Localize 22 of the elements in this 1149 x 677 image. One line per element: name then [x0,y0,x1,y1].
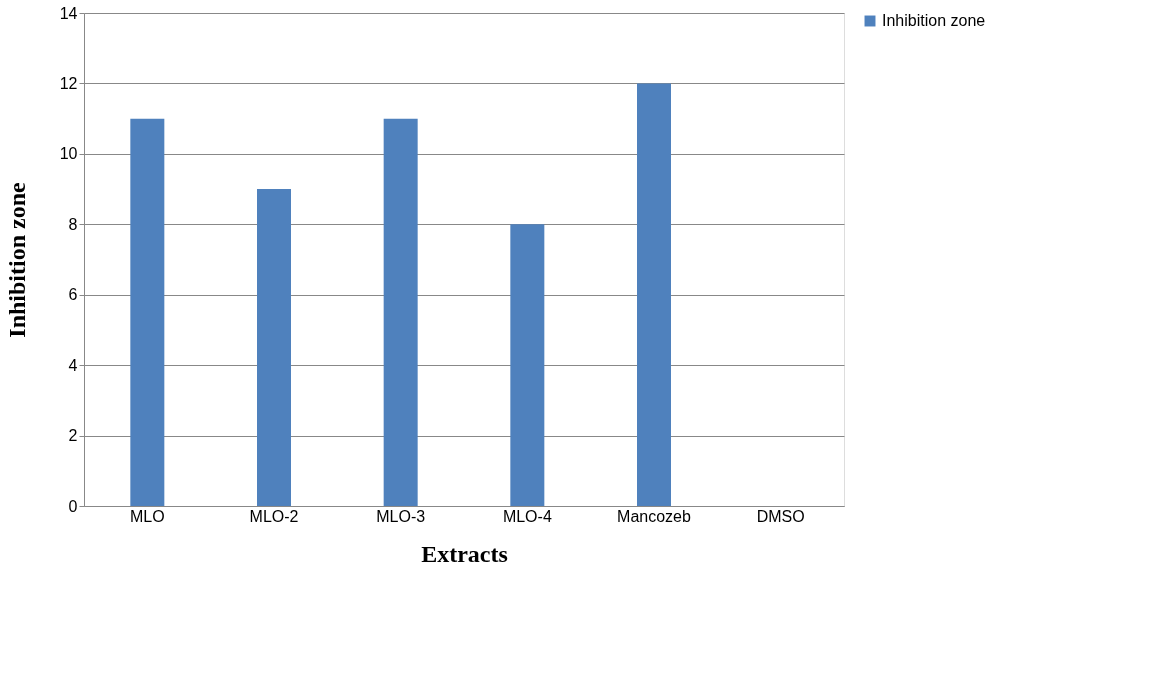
legend-label: Inhibition zone [882,12,986,29]
y-tick-label: 8 [68,215,78,233]
x-tick-label: MLO-3 [376,507,426,525]
y-tick-label: 12 [59,74,78,92]
y-tick-label: 14 [59,4,78,22]
x-tick-label: MLO-2 [249,507,299,525]
x-tick-label: MLO-4 [502,507,552,525]
y-tick-label: 10 [59,145,78,163]
bar [383,118,418,506]
y-tick-label: 2 [68,427,78,445]
bar [130,118,165,506]
y-tick-label: 4 [68,356,78,374]
y-axis-title: Inhibition zone [3,181,30,338]
x-tick-label: DMSO [756,507,805,525]
bar [257,189,291,506]
y-tick-label: 6 [68,286,78,304]
x-tick-label: MLO [130,507,165,525]
y-tick-label: 0 [68,497,78,515]
x-axis-title: Extracts [421,540,508,567]
bar [510,224,545,506]
bar [637,83,671,506]
x-tick-label: Mancozeb [617,507,692,525]
